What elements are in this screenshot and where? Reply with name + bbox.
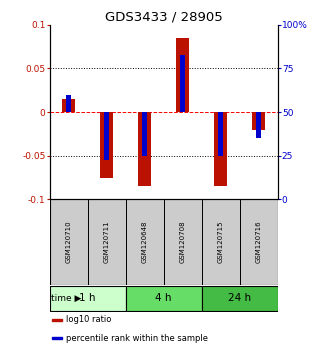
Text: log10 ratio: log10 ratio [66,315,111,324]
Text: 24 h: 24 h [228,293,251,303]
Bar [62,99,75,112]
Text: 1 h: 1 h [80,293,96,303]
Text: 4 h: 4 h [155,293,172,303]
Text: GSM120711: GSM120711 [104,221,110,263]
Text: percentile rank within the sample: percentile rank within the sample [66,334,208,343]
Bar [252,112,265,130]
Title: GDS3433 / 28905: GDS3433 / 28905 [105,11,222,24]
Bar [100,112,113,178]
Bar [50,199,88,285]
Text: GSM120708: GSM120708 [180,221,186,263]
Bar [240,199,278,285]
Bar [50,286,126,310]
Text: GSM120716: GSM120716 [256,221,262,263]
Bar [176,38,189,112]
Text: time ▶: time ▶ [50,294,81,303]
Bar [143,112,147,156]
Bar [214,112,227,186]
Text: GSM120715: GSM120715 [218,221,224,263]
Bar [180,55,185,112]
Bar [202,199,240,285]
Bar [52,337,62,339]
Bar [66,95,71,112]
Bar [164,199,202,285]
Bar [88,199,126,285]
Bar [52,319,62,321]
Bar [126,286,202,310]
Bar [138,112,152,186]
Bar [104,112,109,160]
Bar [218,112,223,156]
Text: GSM120648: GSM120648 [142,221,148,263]
Bar [256,112,261,138]
Bar [126,199,164,285]
Text: GSM120710: GSM120710 [66,221,72,263]
Bar [202,286,278,310]
